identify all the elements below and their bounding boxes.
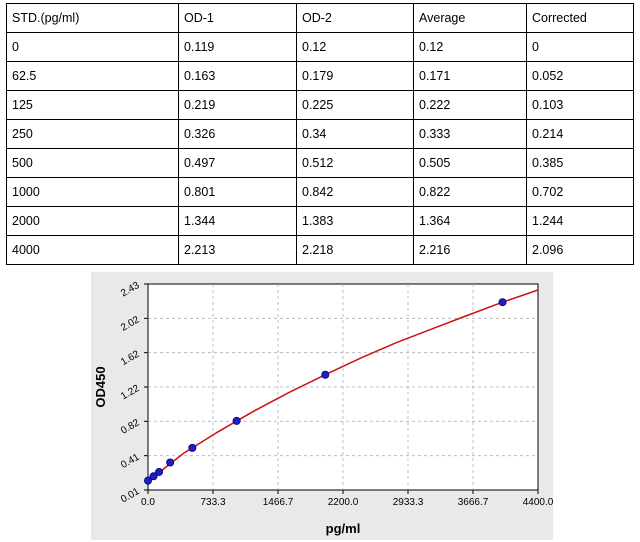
data-point xyxy=(149,472,158,481)
cell-average: 0.171 xyxy=(413,61,527,91)
cell-std: 125 xyxy=(6,90,179,120)
x-tick-label: 0.0 xyxy=(141,497,155,508)
data-point xyxy=(188,443,197,452)
table-header-row: STD.(pg/ml) OD-1 OD-2 Average Corrected xyxy=(6,3,634,33)
y-tick-label: 2.02 xyxy=(119,314,142,333)
cell-od2: 0.12 xyxy=(296,32,414,62)
data-point xyxy=(321,370,330,379)
cell-std: 62.5 xyxy=(6,61,179,91)
table-row: 4000 2.213 2.218 2.216 2.096 xyxy=(6,235,634,265)
cell-average: 0.505 xyxy=(413,148,527,178)
header-corrected: Corrected xyxy=(526,3,634,33)
header-average: Average xyxy=(413,3,527,33)
table-row: 62.5 0.163 0.179 0.171 0.052 xyxy=(6,61,634,91)
table-row: 2000 1.344 1.383 1.364 1.244 xyxy=(6,206,634,236)
cell-corrected: 0.052 xyxy=(526,61,634,91)
x-tick-label: 733.3 xyxy=(200,497,225,508)
table-row: 500 0.497 0.512 0.505 0.385 xyxy=(6,148,634,178)
y-tick-label: 1.22 xyxy=(119,383,142,402)
x-axis-ticks: 0.0 733.3 1466.7 2200.0 2933.3 3666.7 4400.0 xyxy=(141,490,553,508)
cell-average: 2.216 xyxy=(413,235,527,265)
cell-od2: 0.225 xyxy=(296,90,414,120)
cell-corrected: 2.096 xyxy=(526,235,634,265)
cell-od2: 0.34 xyxy=(296,119,414,149)
chart-canvas: 0.0 733.3 1466.7 2200.0 2933.3 3666.7 4400.0 0… xyxy=(93,280,553,536)
cell-od1: 1.344 xyxy=(178,206,297,236)
table-row: 1000 0.801 0.842 0.822 0.702 xyxy=(6,177,634,207)
y-axis-ticks: 0.01 0.41 0.82 1.22 1.62 2.02 2.43 xyxy=(119,280,148,505)
cell-average: 1.364 xyxy=(413,206,527,236)
table-row: 0 0.119 0.12 0.12 0 xyxy=(6,32,634,62)
y-tick-label: 0.01 xyxy=(119,486,142,505)
cell-std: 500 xyxy=(6,148,179,178)
cell-od2: 1.383 xyxy=(296,206,414,236)
cell-od1: 2.213 xyxy=(178,235,297,265)
x-tick-label: 3666.7 xyxy=(458,497,489,508)
gridlines xyxy=(148,284,538,490)
header-std: STD.(pg/ml) xyxy=(6,3,179,33)
y-axis-label: OD450 xyxy=(93,366,108,407)
cell-od2: 0.512 xyxy=(296,148,414,178)
cell-average: 0.822 xyxy=(413,177,527,207)
standard-curve-table: STD.(pg/ml) OD-1 OD-2 Average Corrected … xyxy=(6,3,634,265)
table-row: 125 0.219 0.225 0.222 0.103 xyxy=(6,90,634,120)
cell-od1: 0.219 xyxy=(178,90,297,120)
header-od2: OD-2 xyxy=(296,3,414,33)
cell-od2: 0.842 xyxy=(296,177,414,207)
y-tick-label: 0.41 xyxy=(119,452,142,471)
table-row: 250 0.326 0.34 0.333 0.214 xyxy=(6,119,634,149)
y-tick-label: 0.82 xyxy=(119,417,142,436)
data-point xyxy=(498,298,507,307)
data-point xyxy=(166,458,175,467)
y-tick-label: 1.62 xyxy=(119,349,142,368)
cell-od1: 0.801 xyxy=(178,177,297,207)
data-point xyxy=(232,416,241,425)
data-points xyxy=(144,298,507,485)
y-tick-label: 2.43 xyxy=(119,280,142,299)
cell-corrected: 0.214 xyxy=(526,119,634,149)
cell-corrected: 0 xyxy=(526,32,634,62)
cell-average: 0.12 xyxy=(413,32,527,62)
cell-std: 2000 xyxy=(6,206,179,236)
cell-corrected: 0.385 xyxy=(526,148,634,178)
cell-corrected: 0.702 xyxy=(526,177,634,207)
cell-od2: 0.179 xyxy=(296,61,414,91)
x-axis-label: pg/ml xyxy=(326,521,361,536)
cell-std: 0 xyxy=(6,32,179,62)
cell-od2: 2.218 xyxy=(296,235,414,265)
x-tick-label: 1466.7 xyxy=(263,497,294,508)
data-point xyxy=(144,476,153,485)
cell-average: 0.222 xyxy=(413,90,527,120)
cell-od1: 0.326 xyxy=(178,119,297,149)
x-tick-label: 2933.3 xyxy=(393,497,424,508)
cell-corrected: 0.103 xyxy=(526,90,634,120)
x-tick-label: 4400.0 xyxy=(523,497,553,508)
cell-od1: 0.163 xyxy=(178,61,297,91)
x-tick-label: 2200.0 xyxy=(328,497,359,508)
cell-corrected: 1.244 xyxy=(526,206,634,236)
cell-std: 1000 xyxy=(6,177,179,207)
data-point xyxy=(155,467,164,476)
cell-std: 4000 xyxy=(6,235,179,265)
cell-average: 0.333 xyxy=(413,119,527,149)
fit-curve xyxy=(147,289,539,482)
header-od1: OD-1 xyxy=(178,3,297,33)
standard-curve-chart: 0.0 733.3 1466.7 2200.0 2933.3 3666.7 4400.0 0… xyxy=(91,272,553,540)
cell-od1: 0.119 xyxy=(178,32,297,62)
cell-std: 250 xyxy=(6,119,179,149)
cell-od1: 0.497 xyxy=(178,148,297,178)
